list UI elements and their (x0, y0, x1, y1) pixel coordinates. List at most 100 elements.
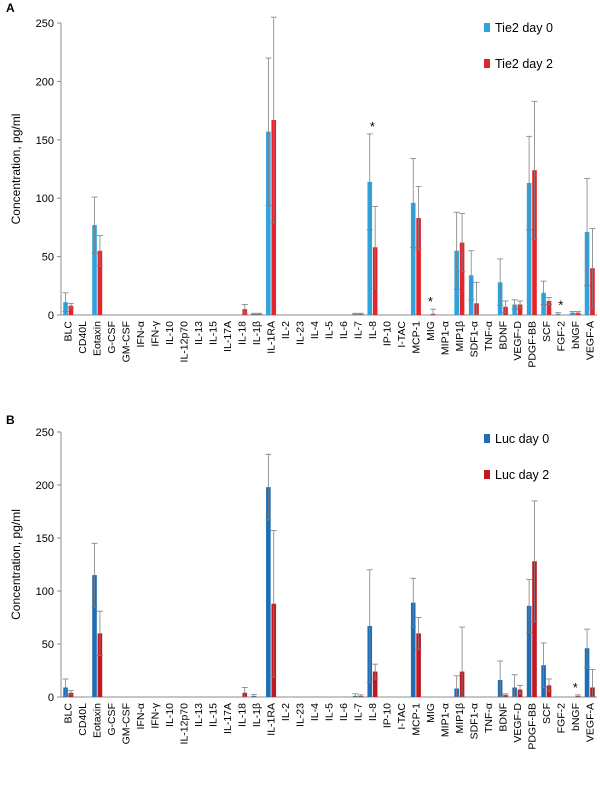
category-label: IL-12p70 (179, 321, 191, 363)
bar (266, 131, 271, 315)
y-tick-label: 100 (36, 193, 54, 205)
significance-marker: * (370, 119, 375, 134)
y-tick-label: 150 (36, 533, 54, 545)
category-label: MCP-1 (410, 321, 422, 354)
category-label: MIG (425, 321, 437, 341)
category-label: IL-12p70 (179, 703, 191, 745)
y-tick-label: 150 (36, 135, 54, 147)
category-label: IL-7 (352, 703, 364, 721)
category-label: IFN-γ (150, 320, 162, 346)
category-label: MIP1β (454, 321, 466, 352)
bar (584, 648, 590, 697)
category-label: IL-13 (193, 703, 205, 727)
category-label: IL-4 (309, 321, 321, 339)
category-label: IL-7 (352, 321, 364, 339)
category-label: bNGF (570, 703, 582, 731)
category-label: IL-2 (280, 321, 292, 339)
category-label: I-TAC (396, 321, 408, 348)
category-label: MIG (425, 703, 437, 723)
bar (526, 183, 532, 315)
bar (410, 602, 416, 697)
bar (459, 242, 465, 315)
category-label: CD40L (77, 321, 89, 354)
category-label: bNGF (570, 321, 582, 349)
category-label: CD40L (77, 703, 89, 736)
category-label: Eotaxin (92, 703, 104, 738)
category-label: IL-1β (251, 321, 263, 345)
significance-marker: * (558, 298, 563, 313)
category-label: G-CSF (106, 703, 118, 736)
bar (367, 181, 373, 315)
category-label: BLC (63, 321, 75, 342)
category-label: IL-10 (164, 703, 176, 727)
legend-swatch (484, 59, 490, 68)
category-label: TNF-α (483, 703, 495, 733)
category-label: GM-CSF (121, 321, 133, 362)
chart-panel-b: B 0 50 100 150 200 250 Concentration, pg/ml BLC C… (6, 413, 597, 750)
category-label: IL-17A (222, 321, 234, 352)
bar (68, 305, 74, 315)
category-label: IFN-α (135, 321, 147, 347)
bar (416, 633, 421, 697)
category-label: VEGF-D (512, 703, 524, 743)
panel-letter: B (6, 413, 15, 427)
category-label: IL-18 (237, 321, 249, 345)
category-label: IL-15 (208, 703, 220, 727)
category-label: MIP1-α (439, 321, 451, 355)
category-label: FGF-2 (555, 703, 567, 733)
category-label: BDNF (497, 703, 509, 732)
legend-label: Tie2 day 0 (495, 21, 553, 35)
chart-panel-a: A 0 50 100 150 200 250 Concentration, pg/ml BLC C… (6, 1, 597, 368)
category-label: I-TAC (396, 703, 408, 730)
category-label: IL-6 (338, 321, 350, 339)
category-label: SDF1-α (468, 321, 480, 357)
category-label: IL-8 (367, 321, 379, 339)
category-label: SDF1-α (468, 703, 480, 739)
bar (512, 304, 517, 315)
significance-marker: * (428, 294, 433, 309)
legend-swatch (484, 23, 490, 32)
y-tick-label: 0 (48, 310, 54, 322)
category-label: IL-23 (295, 703, 307, 727)
category-label: IL-5 (324, 321, 336, 339)
y-axis-title: Concentration, pg/ml (9, 114, 23, 225)
bar (97, 633, 103, 697)
category-label: BDNF (497, 321, 509, 350)
category-label: IL-6 (338, 703, 350, 721)
legend-swatch (484, 434, 490, 443)
category-label: PDGF-BB (526, 703, 538, 750)
category-label: IFN-α (135, 703, 147, 729)
bar (532, 561, 537, 697)
y-tick-label: 250 (36, 427, 54, 439)
category-label: IL-18 (237, 703, 249, 727)
bar (92, 225, 97, 315)
y-tick-label: 200 (36, 480, 54, 492)
category-label: BLC (63, 703, 75, 724)
category-label: G-CSF (106, 321, 118, 354)
bar (92, 575, 97, 697)
legend-swatch (484, 470, 490, 479)
panel-letter: A (6, 1, 15, 15)
category-label: SCF (541, 321, 553, 342)
bar (410, 202, 416, 315)
bar (546, 300, 552, 315)
category-label: VEGF-D (512, 321, 524, 361)
category-label: IL-17A (222, 703, 234, 734)
category-label: MCP-1 (410, 703, 422, 736)
bar (372, 671, 378, 697)
category-label: IFN-γ (150, 702, 162, 728)
category-label: IP-10 (381, 321, 393, 346)
bar (97, 250, 103, 315)
category-label: IP-10 (381, 703, 393, 728)
category-label: IL-13 (193, 321, 205, 345)
category-label: SCF (541, 703, 553, 724)
legend-label: Tie2 day 2 (495, 57, 553, 71)
bar (416, 218, 421, 315)
y-tick-label: 250 (36, 18, 54, 30)
legend-label: Luc day 2 (495, 468, 549, 482)
legend-label: Luc day 0 (495, 432, 549, 446)
y-tick-label: 50 (42, 639, 54, 651)
category-label: TNF-α (483, 321, 495, 351)
category-label: PDGF-BB (526, 321, 538, 368)
